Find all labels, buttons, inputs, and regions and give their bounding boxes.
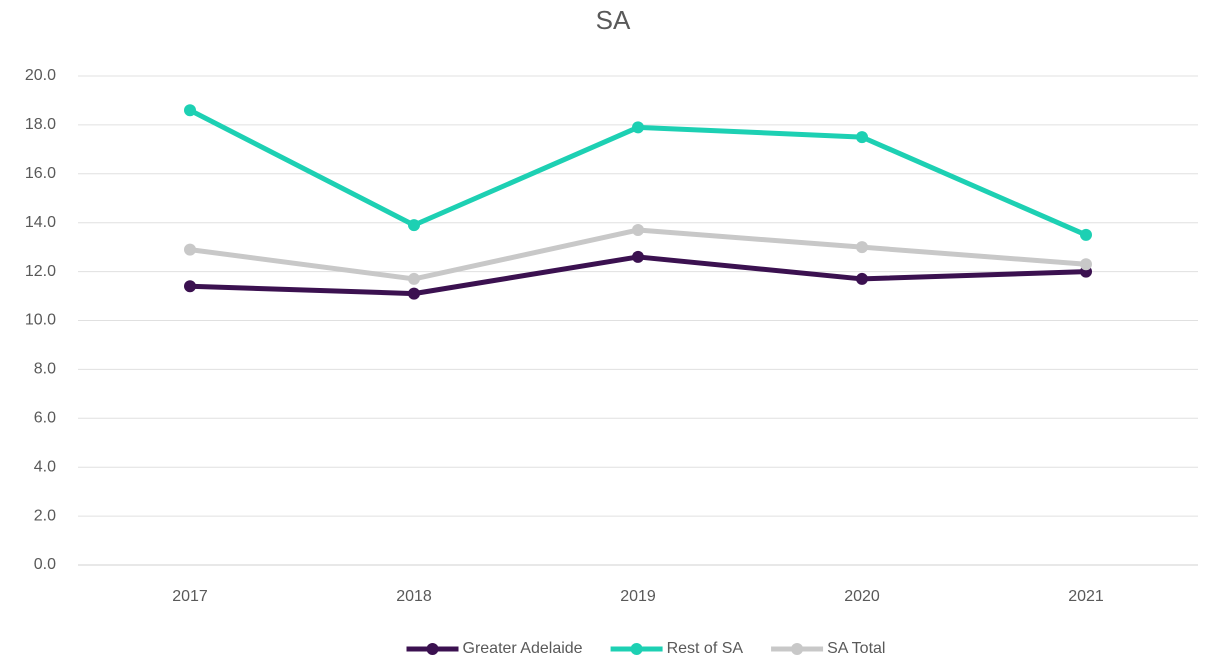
y-tick-label: 8.0: [34, 361, 56, 378]
legend-label: SA Total: [827, 640, 885, 657]
y-tick-label: 10.0: [25, 312, 56, 329]
data-point: [1080, 258, 1092, 271]
y-tick-label: 16.0: [25, 165, 56, 182]
y-tick-label: 4.0: [34, 458, 56, 475]
data-point: [408, 272, 420, 285]
y-tick-label: 18.0: [25, 116, 56, 133]
data-point: [184, 243, 196, 256]
x-tick-label: 2020: [844, 588, 880, 605]
y-tick-label: 14.0: [25, 214, 56, 231]
data-point: [408, 219, 420, 232]
legend-label: Greater Adelaide: [463, 640, 583, 657]
data-point: [856, 272, 868, 285]
legend-label: Rest of SA: [667, 640, 744, 657]
x-tick-label: 2017: [172, 588, 208, 605]
data-point: [632, 224, 644, 237]
data-point: [856, 241, 868, 254]
legend-marker: [426, 643, 439, 655]
y-tick-label: 2.0: [34, 507, 56, 524]
data-point: [408, 287, 420, 300]
legend-marker: [630, 643, 643, 655]
y-tick-label: 20.0: [25, 67, 56, 84]
y-tick-label: 12.0: [25, 263, 56, 280]
legend-marker: [791, 643, 804, 655]
data-point: [856, 131, 868, 144]
x-tick-label: 2018: [396, 588, 432, 605]
y-tick-label: 6.0: [34, 410, 56, 427]
data-point: [632, 250, 644, 263]
chart-title: SA: [596, 5, 631, 35]
data-point: [1080, 228, 1092, 241]
data-point: [184, 104, 196, 117]
y-tick-label: 0.0: [34, 556, 56, 573]
data-point: [184, 280, 196, 293]
x-tick-label: 2019: [620, 588, 656, 605]
x-tick-label: 2021: [1068, 588, 1104, 605]
data-point: [632, 121, 644, 134]
